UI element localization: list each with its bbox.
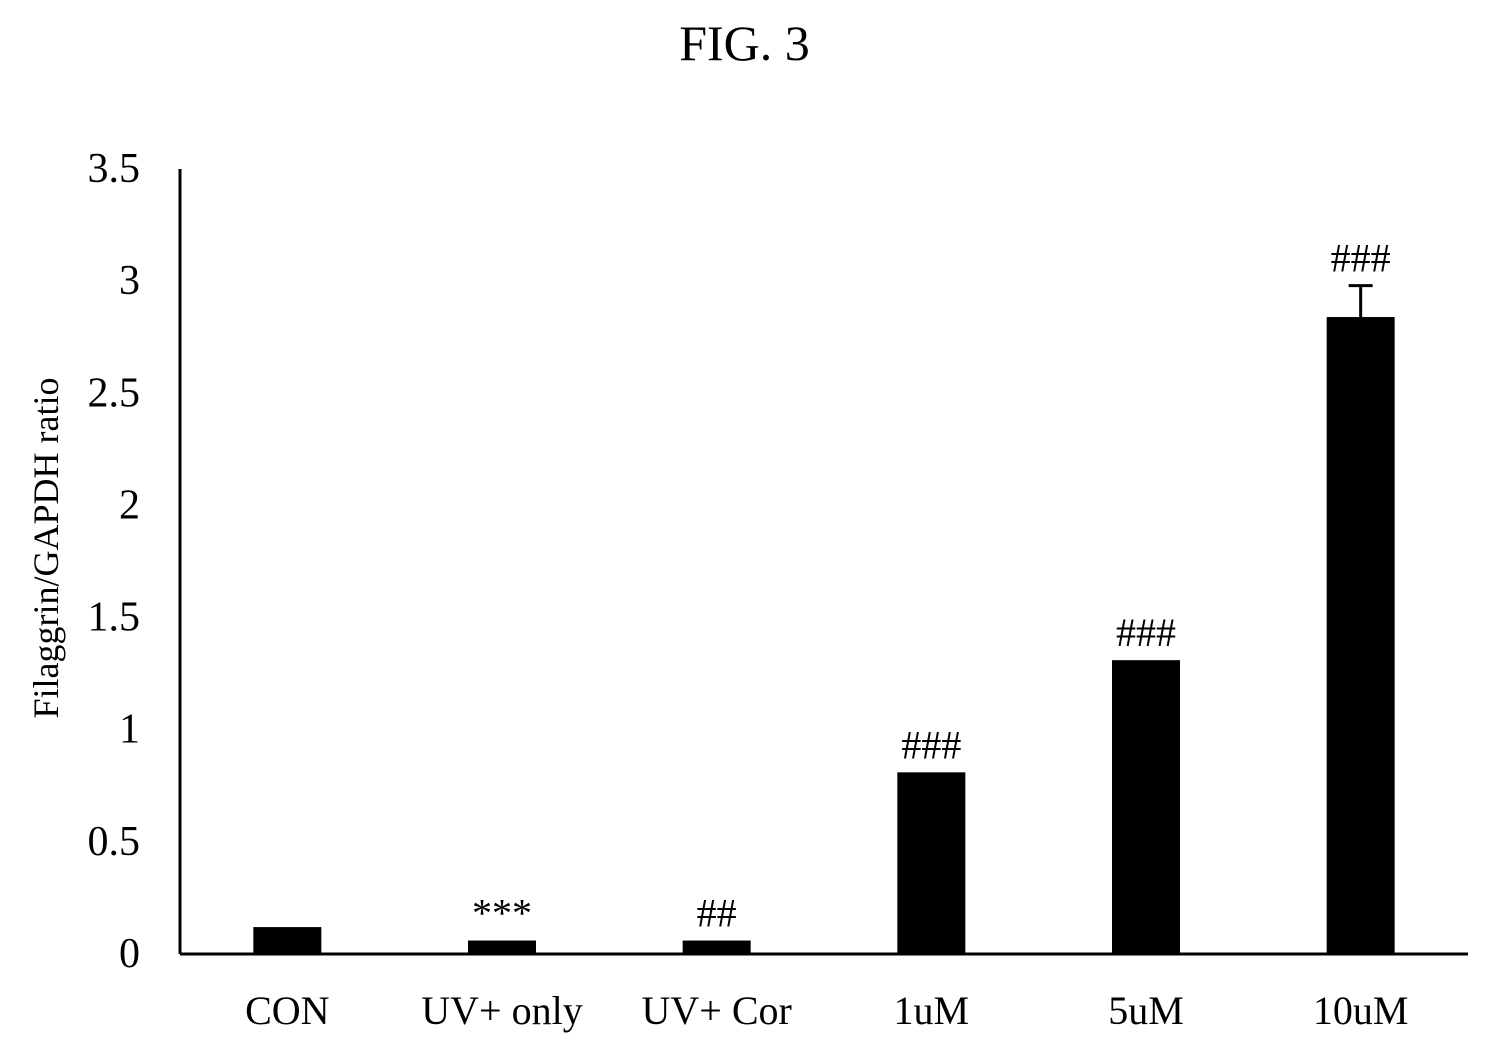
significance-label: ##	[697, 891, 737, 936]
x-category-label: UV+ only	[421, 988, 582, 1033]
figure-title: FIG. 3	[679, 15, 810, 71]
y-axis-label: Filaggrin/GAPDH ratio	[26, 378, 66, 719]
y-tick-label: 0	[119, 931, 140, 977]
bar	[1326, 317, 1395, 954]
bar	[682, 940, 751, 954]
y-tick-label: 1.5	[88, 595, 141, 641]
y-tick-label: 1	[119, 707, 140, 753]
y-tick-label: 2.5	[88, 370, 141, 416]
significance-annotations: *** ###########	[472, 236, 1391, 936]
bar	[253, 927, 322, 954]
significance-label: ###	[901, 722, 961, 767]
y-tick-labels: 0 0.5 1 1.5 2 2.5 3 3.5	[88, 146, 141, 977]
bar	[1112, 660, 1180, 954]
x-category-label: 5uM	[1108, 988, 1184, 1033]
y-tick-label: 3.5	[88, 146, 141, 192]
x-category-label: 10uM	[1313, 988, 1409, 1033]
bar	[468, 940, 536, 954]
significance-label: ###	[1116, 610, 1176, 655]
x-category-label: CON	[245, 988, 329, 1033]
significance-label: ###	[1331, 236, 1391, 281]
error-bars	[1348, 284, 1373, 318]
y-tick-label: 0.5	[88, 819, 141, 865]
significance-label: ***	[472, 891, 532, 936]
x-category-labels: CON UV+ only UV+ Cor 1uM 5uM 10uM	[245, 988, 1408, 1033]
y-tick-label: 2	[119, 482, 140, 528]
x-category-label: 1uM	[894, 988, 970, 1033]
bar	[897, 772, 966, 954]
x-category-label: UV+ Cor	[641, 988, 791, 1033]
y-tick-label: 3	[119, 258, 140, 304]
bars	[253, 317, 1395, 954]
